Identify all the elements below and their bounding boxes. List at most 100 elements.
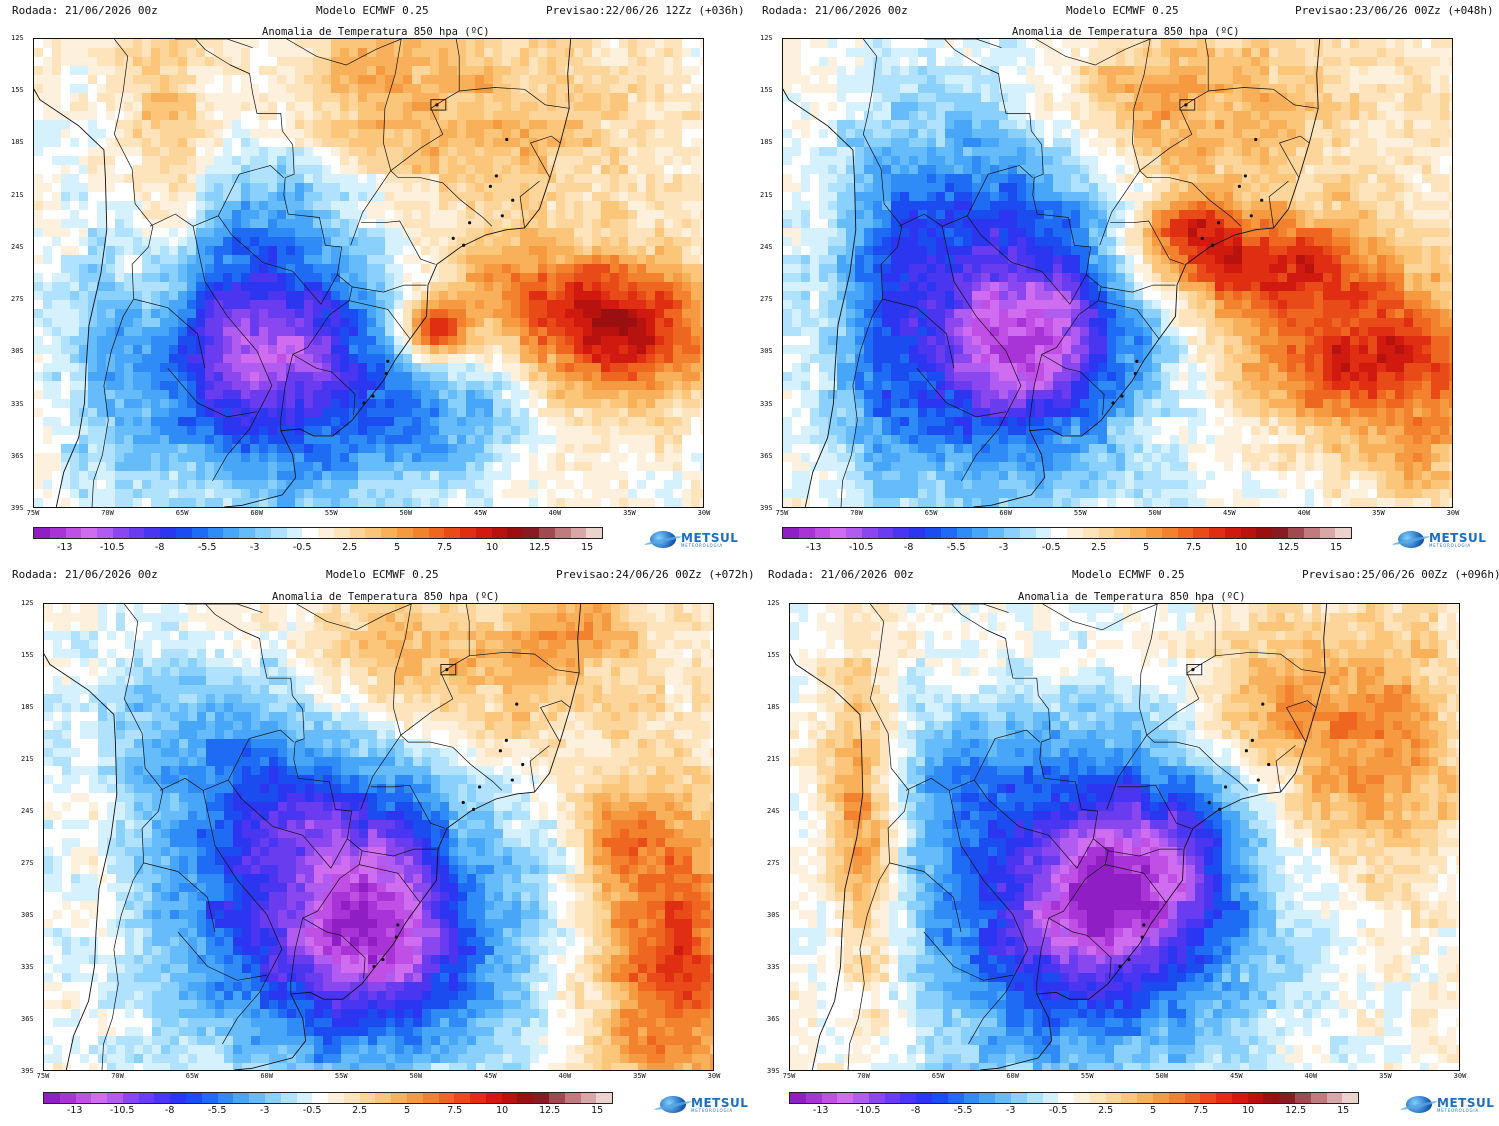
lake-mark xyxy=(362,401,366,405)
lat-label: 12S xyxy=(767,599,780,607)
lake-mark xyxy=(1249,214,1253,218)
lake-mark xyxy=(477,785,482,789)
border-line xyxy=(1039,759,1109,919)
lat-label: 39S xyxy=(760,504,773,512)
colorbar-swatch xyxy=(1335,528,1352,538)
lon-label: 55W xyxy=(334,1072,348,1080)
colorbar-swatch xyxy=(1177,528,1194,538)
lat-label: 30S xyxy=(11,347,24,356)
colorbar-swatch xyxy=(1303,528,1320,538)
border-line xyxy=(360,735,402,810)
border-line xyxy=(159,777,348,869)
colorbar-swatch xyxy=(191,528,208,538)
run-label: Rodada: 21/06/2026 00z xyxy=(12,568,158,581)
anomaly-map xyxy=(43,603,714,1071)
lat-label: 18S xyxy=(21,703,34,711)
colorbar-label: 5 xyxy=(404,1105,411,1116)
lat-label: 15S xyxy=(767,651,780,659)
lon-label: 30W xyxy=(1453,1072,1467,1080)
border-line xyxy=(1191,182,1242,227)
colorbar-swatch xyxy=(988,528,1004,538)
border-line xyxy=(941,226,1022,482)
border-line xyxy=(1278,135,1310,178)
colorbar-swatch xyxy=(995,1093,1011,1103)
colorbar-swatch xyxy=(1019,528,1036,538)
colorbar xyxy=(43,1092,613,1104)
border-line xyxy=(1268,180,1289,228)
colorbar-swatch xyxy=(1295,1093,1311,1103)
colorbar-swatch xyxy=(523,528,539,538)
lake-mark xyxy=(510,778,514,782)
lon-label: 50W xyxy=(1155,1072,1169,1080)
colorbar-swatch xyxy=(1272,528,1288,538)
colorbar-label: 7.5 xyxy=(447,1105,463,1116)
lake-mark xyxy=(1200,236,1204,240)
lake-mark xyxy=(1135,359,1139,363)
geo-lines xyxy=(34,39,572,507)
border-line xyxy=(898,213,1087,305)
lake-mark xyxy=(386,359,390,363)
forecast-label: Previsao:22/06/26 12Zz (+036h) xyxy=(546,4,745,17)
colorbar-swatch xyxy=(1042,1093,1059,1103)
colorbar-swatch xyxy=(264,1093,281,1103)
metsul-logo: METSUL METEOROLOGIA xyxy=(660,1096,748,1113)
lake-mark xyxy=(1260,198,1264,202)
colorbar-swatch xyxy=(97,528,113,538)
colorbar-swatch xyxy=(956,528,973,538)
colorbar-swatch xyxy=(422,1093,439,1103)
lon-label: 60W xyxy=(260,1072,273,1080)
lat-label: 15S xyxy=(760,86,773,95)
border-line xyxy=(931,604,1009,613)
lat-label: 36S xyxy=(11,451,24,460)
border-line xyxy=(979,64,999,75)
colorbar-swatch xyxy=(460,528,476,538)
colorbar-swatch xyxy=(580,1093,597,1103)
border-line xyxy=(1048,917,1112,979)
geo-lines xyxy=(783,39,1321,507)
border-line xyxy=(230,64,250,75)
colorbar-swatch xyxy=(44,1093,60,1103)
border-line xyxy=(905,777,1094,869)
forecast-label: Previsao:23/06/26 00Zz (+048h) xyxy=(1295,4,1494,17)
border-line xyxy=(452,747,503,791)
lon-label: 60W xyxy=(999,509,1012,517)
border-line xyxy=(286,39,402,66)
colorbar-label: -5.5 xyxy=(197,542,217,553)
lon-label: 75W xyxy=(26,509,40,517)
lat-label: 18S xyxy=(11,138,24,147)
colorbar-swatch xyxy=(396,528,413,538)
colorbar-swatch xyxy=(570,528,587,538)
run-label: Rodada: 21/06/2026 00z xyxy=(12,4,158,17)
colorbar-swatch xyxy=(75,1093,92,1103)
colorbar-swatch xyxy=(412,528,429,538)
lon-label: 30W xyxy=(697,509,711,517)
lat-label: 39S xyxy=(21,1067,34,1075)
colorbar-swatch xyxy=(830,528,847,538)
colorbar-swatch xyxy=(160,528,177,538)
lake-mark xyxy=(472,807,476,811)
border-line xyxy=(1101,284,1176,293)
lon-label: 35W xyxy=(1372,509,1385,517)
lake-mark xyxy=(371,394,375,398)
colorbar-swatch xyxy=(349,528,366,538)
anomaly-field xyxy=(34,39,703,507)
colorbar-swatch xyxy=(884,1093,901,1103)
colorbar-swatch xyxy=(564,1093,581,1103)
colorbar-swatch xyxy=(365,528,382,538)
logo-name: METSUL xyxy=(681,530,739,545)
colorbar-label: -3 xyxy=(259,1105,270,1116)
border-line xyxy=(1132,39,1192,184)
map-canvas xyxy=(44,604,713,1070)
lat-label: 24S xyxy=(760,242,773,251)
border-line xyxy=(840,39,903,507)
colorbar-swatch xyxy=(877,528,894,538)
border-line xyxy=(1041,354,1105,416)
globe-icon xyxy=(1398,531,1424,548)
lake-mark xyxy=(462,243,466,247)
border-line xyxy=(185,604,305,760)
colorbar-label: -8 xyxy=(164,1105,175,1116)
lake-mark xyxy=(1120,394,1124,398)
colorbar-swatch xyxy=(207,528,224,538)
border-line xyxy=(283,194,353,355)
border-line xyxy=(290,918,304,995)
